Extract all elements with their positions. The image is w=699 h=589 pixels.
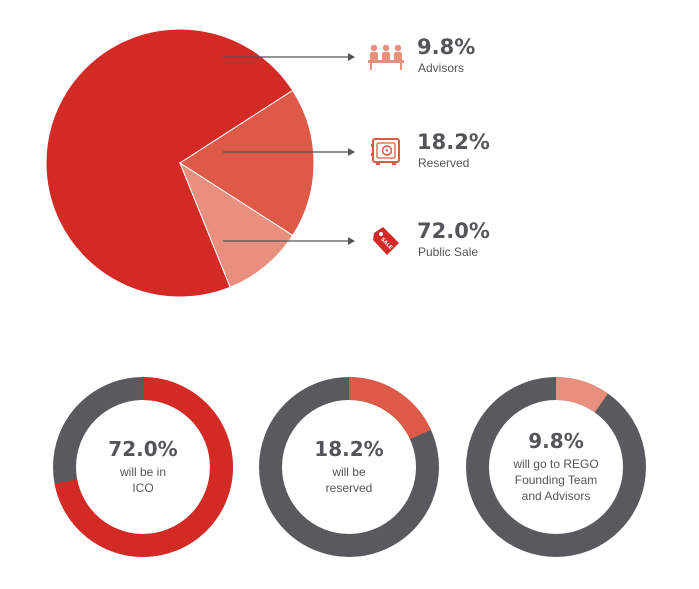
donut-value-arc bbox=[466, 377, 646, 557]
arrowhead-icon bbox=[348, 148, 355, 156]
legend-label: Reserved bbox=[418, 156, 469, 170]
pie-slice-advisors bbox=[178, 161, 294, 288]
donut-caption-line: will be bbox=[331, 465, 366, 479]
team-meeting-icon bbox=[368, 44, 404, 70]
arrowhead-icon bbox=[348, 237, 355, 245]
donut-caption-line: will be in bbox=[119, 465, 166, 479]
donut-percent: 18.2% bbox=[314, 437, 383, 461]
donut-chart-2: 18.2% will be reserved bbox=[259, 377, 439, 557]
legend-label: Advisors bbox=[418, 61, 464, 75]
donut-chart-1: 72.0% will be in ICO bbox=[53, 377, 233, 557]
sale-tag-icon: SALE bbox=[373, 227, 399, 255]
pie-slice-reserved bbox=[179, 89, 315, 237]
donut-chart-3: 9.8% will go to REGO Founding Team and Advi… bbox=[466, 377, 646, 557]
legend-percent: 72.0% bbox=[417, 219, 490, 243]
donut-value-arc bbox=[259, 377, 439, 557]
donut-caption-line: will go to REGO bbox=[512, 457, 598, 471]
donut-caption-line: and Advisors bbox=[522, 489, 591, 503]
donut-percent: 72.0% bbox=[108, 437, 177, 461]
donut-value-arc bbox=[53, 377, 233, 557]
donut-caption-line: ICO bbox=[132, 481, 153, 495]
pie-slice-public-sale bbox=[45, 28, 294, 298]
safe-icon bbox=[371, 138, 400, 165]
legend-percent: 18.2% bbox=[417, 130, 490, 154]
distribution-pie-chart bbox=[45, 28, 315, 298]
donut-charts-row: 72.0% will be in ICO 18.2% will be reserved 9.… bbox=[53, 377, 646, 557]
legend-label: Public Sale bbox=[418, 245, 478, 259]
pie-legend: 9.8% Advisors 18.2% Reserved SALE 72.0% Public… bbox=[223, 35, 490, 259]
legend-percent: 9.8% bbox=[417, 35, 475, 59]
donut-caption-line: reserved bbox=[326, 481, 373, 495]
donut-caption-line: Founding Team bbox=[515, 473, 598, 487]
arrowhead-icon bbox=[348, 53, 355, 61]
donut-percent: 9.8% bbox=[528, 429, 583, 453]
